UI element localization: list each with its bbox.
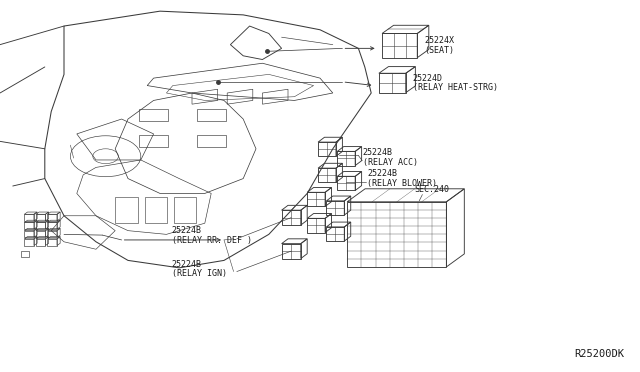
Text: 25224D: 25224D [413,74,443,83]
Text: (SEAT): (SEAT) [424,46,454,55]
Text: 25224B: 25224B [363,148,393,157]
Text: R25200DK: R25200DK [574,349,624,359]
Text: 25224B: 25224B [367,169,397,178]
Text: 25224B: 25224B [172,226,202,235]
Text: SEC.240: SEC.240 [415,185,450,194]
Text: 25224B: 25224B [172,260,202,269]
Text: (RELAY HEAT-STRG): (RELAY HEAT-STRG) [413,83,498,92]
Text: (RELAY RR. DEF ): (RELAY RR. DEF ) [172,236,252,245]
Text: (RELAY BLOWER): (RELAY BLOWER) [367,179,437,187]
Text: (RELAY ACC): (RELAY ACC) [363,158,418,167]
Text: (RELAY IGN): (RELAY IGN) [172,269,227,278]
Text: 25224X: 25224X [424,36,454,45]
